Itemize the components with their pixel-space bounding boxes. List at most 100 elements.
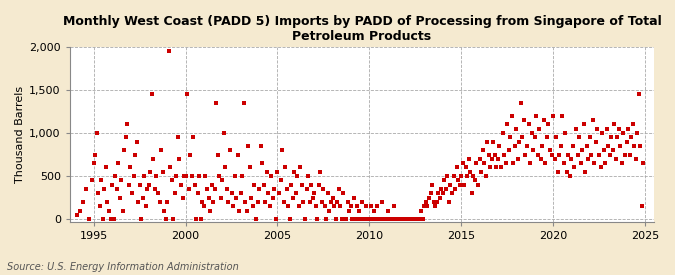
Point [615,144,626,148]
Point [460,165,471,170]
Point [488,139,499,144]
Point [633,92,644,97]
Point [387,217,398,221]
Point [587,118,598,122]
Point [487,157,497,161]
Point [307,196,318,200]
Point [531,114,541,118]
Point [173,135,184,139]
Point [375,217,385,221]
Point [576,148,587,152]
Point [177,196,188,200]
Point [174,157,185,161]
Point [325,200,336,204]
Point [168,217,179,221]
Point [244,165,255,170]
Point [367,217,378,221]
Point [221,187,232,191]
Point [134,183,145,187]
Point [97,217,108,221]
Point [298,200,309,204]
Point [529,135,540,139]
Point [310,204,321,208]
Point [504,148,514,152]
Point [80,187,91,191]
Point [510,144,520,148]
Point [117,208,128,213]
Point [277,148,288,152]
Point [318,187,329,191]
Point [566,157,577,161]
Point [139,174,150,178]
Point [215,196,226,200]
Point [186,174,197,178]
Point [284,217,295,221]
Point [416,208,427,213]
Point [419,204,430,208]
Point [405,217,416,221]
Point [425,191,436,196]
Point [511,126,522,131]
Point [614,126,624,131]
Point [324,208,335,213]
Point [273,191,284,196]
Point [265,204,275,208]
Point [209,187,220,191]
Point [376,200,387,204]
Point [227,204,238,208]
Point [348,196,359,200]
Point [445,183,456,187]
Point [447,191,458,196]
Point [323,191,333,196]
Point [167,178,178,183]
Point [93,191,104,196]
Point [450,187,460,191]
Point [512,157,523,161]
Point [413,217,424,221]
Point [113,161,124,165]
Point [493,157,504,161]
Point [114,196,125,200]
Point [200,174,211,178]
Point [300,217,310,221]
Point [479,161,489,165]
Point [91,131,102,135]
Point [156,148,167,152]
Point [254,187,265,191]
Point [462,174,472,178]
Point [206,183,217,187]
Point [539,118,549,122]
Point [136,217,146,221]
Point [543,122,554,127]
Point [560,131,570,135]
Point [526,131,537,135]
Point [505,135,516,139]
Point [583,157,594,161]
Point [242,208,252,213]
Point [145,170,156,174]
Point [506,114,517,118]
Point [160,217,171,221]
Point [211,101,221,105]
Point [385,217,396,221]
Point [317,200,327,204]
Point [336,217,347,221]
Point [125,165,136,170]
Point [364,217,375,221]
Point [232,152,243,157]
Point [252,200,263,204]
Point [378,217,389,221]
Point [319,204,330,208]
Point [330,217,341,221]
Point [369,208,379,213]
Point [313,183,324,187]
Point [371,204,382,208]
Point [422,204,433,208]
Point [250,217,261,221]
Title: Monthly West Coast (PADD 5) Imports by PADD of Processing from Singapore of Tota: Monthly West Coast (PADD 5) Imports by P… [63,15,662,43]
Point [111,187,122,191]
Point [295,165,306,170]
Point [616,161,627,165]
Point [410,217,421,221]
Point [192,191,203,196]
